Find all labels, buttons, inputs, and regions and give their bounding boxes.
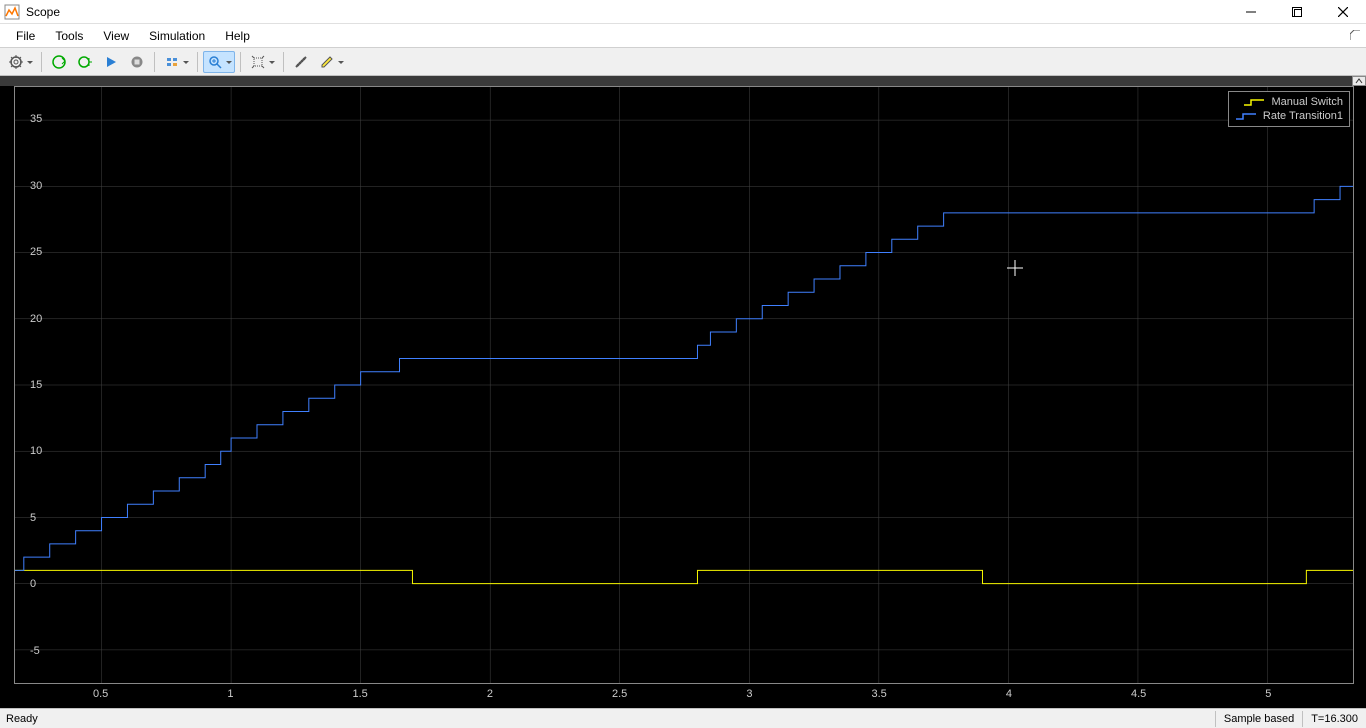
autoscale-button[interactable] xyxy=(246,51,278,73)
titlebar: Scope xyxy=(0,0,1366,24)
step-forward-button[interactable] xyxy=(73,51,97,73)
undock-icon[interactable] xyxy=(1350,29,1360,43)
legend-line-icon xyxy=(1235,111,1257,121)
x-axis-labels: 0.5 1 1.5 2 2.5 3 3.5 4 4.5 5 xyxy=(14,688,1354,702)
legend-label: Manual Switch xyxy=(1271,96,1343,108)
x-tick-label: 3 xyxy=(746,688,752,700)
y-tick-label: 15 xyxy=(30,379,42,391)
plot-canvas[interactable] xyxy=(15,87,1353,683)
y-axis-labels: -505101520253035 xyxy=(0,86,14,684)
maximize-button[interactable] xyxy=(1274,0,1320,24)
x-tick-label: 2 xyxy=(487,688,493,700)
x-tick-label: 1.5 xyxy=(353,688,368,700)
plot-axes[interactable]: Manual Switch Rate Transition1 xyxy=(14,86,1354,684)
x-tick-label: 1 xyxy=(227,688,233,700)
legend-item[interactable]: Manual Switch xyxy=(1235,95,1343,109)
status-mode: Sample based xyxy=(1215,711,1302,727)
x-tick-label: 4.5 xyxy=(1131,688,1146,700)
plot-header-strip xyxy=(0,76,1366,86)
legend-line-icon xyxy=(1243,97,1265,107)
status-text: Ready xyxy=(6,713,38,725)
zoom-button[interactable] xyxy=(203,51,235,73)
menu-simulation[interactable]: Simulation xyxy=(139,26,215,46)
highlight-button[interactable] xyxy=(315,51,347,73)
x-tick-label: 3.5 xyxy=(871,688,886,700)
stop-button[interactable] xyxy=(125,51,149,73)
configure-button[interactable] xyxy=(4,51,36,73)
measurements-button[interactable] xyxy=(289,51,313,73)
y-tick-label: 0 xyxy=(30,578,36,590)
close-button[interactable] xyxy=(1320,0,1366,24)
y-tick-label: 20 xyxy=(30,313,42,325)
legend-label: Rate Transition1 xyxy=(1263,110,1343,122)
run-button[interactable] xyxy=(99,51,123,73)
triggers-button[interactable] xyxy=(160,51,192,73)
x-tick-label: 0.5 xyxy=(93,688,108,700)
x-tick-label: 4 xyxy=(1006,688,1012,700)
menubar: File Tools View Simulation Help xyxy=(0,24,1366,48)
status-time: T=16.300 xyxy=(1302,711,1366,727)
menu-help[interactable]: Help xyxy=(215,26,260,46)
legend[interactable]: Manual Switch Rate Transition1 xyxy=(1228,91,1350,127)
y-tick-label: 30 xyxy=(30,180,42,192)
y-tick-label: 35 xyxy=(30,113,42,125)
menu-tools[interactable]: Tools xyxy=(45,26,93,46)
minimize-button[interactable] xyxy=(1228,0,1274,24)
scope-plot[interactable]: Manual SwitchRate Transition1 -505101520… xyxy=(0,76,1366,708)
x-tick-label: 5 xyxy=(1265,688,1271,700)
toolbar xyxy=(0,48,1366,76)
y-tick-label: 10 xyxy=(30,445,42,457)
menu-file[interactable]: File xyxy=(6,26,45,46)
window-title: Scope xyxy=(26,5,60,19)
plot-maximize-toggle[interactable] xyxy=(1352,76,1366,86)
app-icon xyxy=(4,4,20,20)
x-tick-label: 2.5 xyxy=(612,688,627,700)
legend-item[interactable]: Rate Transition1 xyxy=(1235,109,1343,123)
y-tick-label: 5 xyxy=(30,512,36,524)
statusbar: Ready Sample based T=16.300 xyxy=(0,708,1366,728)
y-tick-label: -5 xyxy=(30,645,40,657)
sim-start-button[interactable] xyxy=(47,51,71,73)
menu-view[interactable]: View xyxy=(93,26,139,46)
y-tick-label: 25 xyxy=(30,246,42,258)
